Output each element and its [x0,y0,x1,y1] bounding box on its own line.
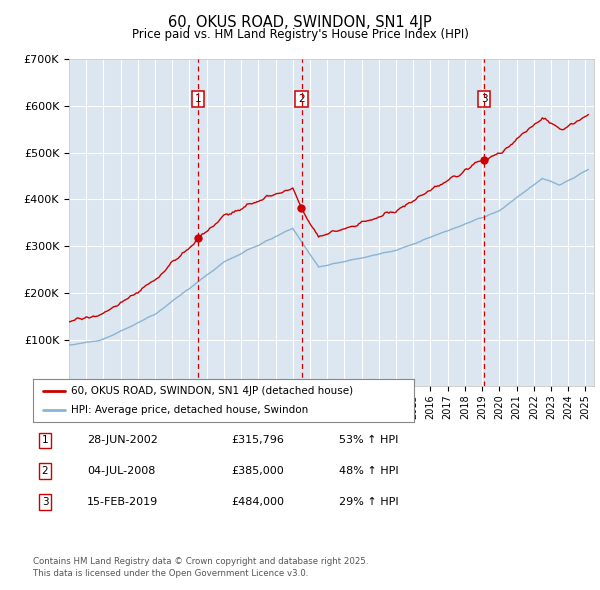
Text: 15-FEB-2019: 15-FEB-2019 [87,497,158,507]
Text: HPI: Average price, detached house, Swindon: HPI: Average price, detached house, Swin… [71,405,308,415]
Text: 2: 2 [298,94,305,104]
Text: Contains HM Land Registry data © Crown copyright and database right 2025.: Contains HM Land Registry data © Crown c… [33,558,368,566]
Text: 60, OKUS ROAD, SWINDON, SN1 4JP (detached house): 60, OKUS ROAD, SWINDON, SN1 4JP (detache… [71,386,353,396]
Text: £385,000: £385,000 [231,466,284,476]
Text: 48% ↑ HPI: 48% ↑ HPI [339,466,398,476]
Text: Price paid vs. HM Land Registry's House Price Index (HPI): Price paid vs. HM Land Registry's House … [131,28,469,41]
Text: £315,796: £315,796 [231,435,284,445]
Text: 1: 1 [194,94,201,104]
Text: 29% ↑ HPI: 29% ↑ HPI [339,497,398,507]
Text: This data is licensed under the Open Government Licence v3.0.: This data is licensed under the Open Gov… [33,569,308,578]
Text: 2: 2 [41,466,49,476]
Text: 04-JUL-2008: 04-JUL-2008 [87,466,155,476]
Text: 60, OKUS ROAD, SWINDON, SN1 4JP: 60, OKUS ROAD, SWINDON, SN1 4JP [168,15,432,30]
Text: 3: 3 [481,94,487,104]
Text: 1: 1 [41,435,49,445]
Text: 3: 3 [41,497,49,507]
Text: 28-JUN-2002: 28-JUN-2002 [87,435,158,445]
Text: 53% ↑ HPI: 53% ↑ HPI [339,435,398,445]
Text: £484,000: £484,000 [231,497,284,507]
